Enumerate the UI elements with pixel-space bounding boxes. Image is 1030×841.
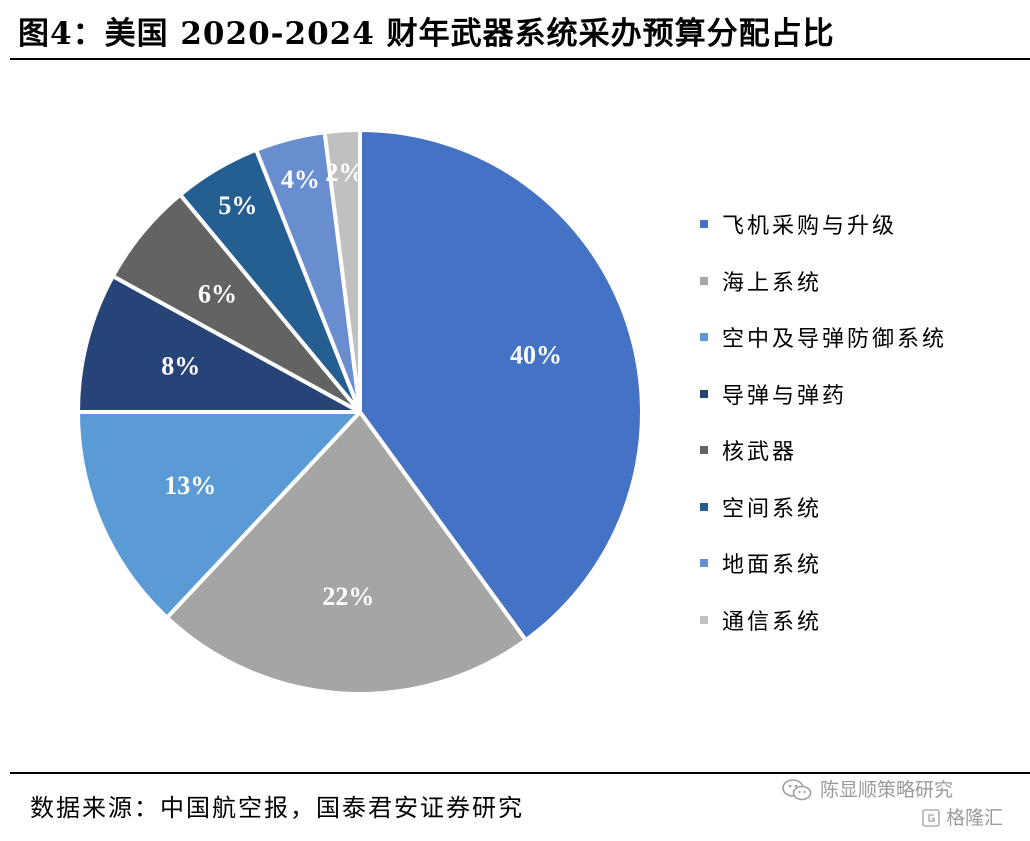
slice-value-label-2: 22% <box>322 582 374 611</box>
legend-swatch <box>700 276 708 285</box>
legend-swatch <box>700 333 708 342</box>
watermark-brand: 格隆汇 <box>946 807 1004 829</box>
slice-value-label-3: 13% <box>164 471 216 500</box>
legend-item-7: 地面系统 <box>700 535 947 592</box>
slice-value-label-5: 6% <box>198 280 237 309</box>
title-rule <box>10 58 1030 60</box>
legend-label: 核武器 <box>722 440 798 466</box>
watermark-account-name: 陈显顺策略研究 <box>820 778 954 801</box>
slice-value-label-4: 8% <box>161 351 200 380</box>
legend-label: 海上系统 <box>722 270 823 296</box>
pie-slice-3 <box>76 410 362 620</box>
slice-value-label-1: 40% <box>510 340 562 369</box>
wechat-icon <box>782 779 812 801</box>
legend-label: 飞机采购与升级 <box>722 214 898 240</box>
legend-swatch <box>700 220 708 229</box>
legend-swatch <box>700 389 708 398</box>
legend-item-2: 海上系统 <box>700 253 947 310</box>
legend-label: 地面系统 <box>722 553 823 579</box>
legend-item-4: 导弹与弹药 <box>700 366 947 423</box>
pie-slice-2 <box>164 410 528 696</box>
pie-slice-1 <box>358 128 644 643</box>
legend-label: 空间系统 <box>722 496 823 522</box>
legend-item-8: 通信系统 <box>700 592 947 649</box>
gelonghui-logo-icon <box>922 809 940 828</box>
legend-item-6: 空间系统 <box>700 479 947 536</box>
slice-value-label-8: 2% <box>325 158 364 187</box>
legend-swatch <box>700 502 708 511</box>
legend-label: 通信系统 <box>722 609 823 635</box>
legend-item-1: 飞机采购与升级 <box>700 196 947 253</box>
source-note: 数据来源：中国航空报，国泰君安证券研究 <box>30 794 524 822</box>
source-rule <box>10 772 1030 774</box>
legend-item-5: 核武器 <box>700 422 947 479</box>
legend-label: 空中及导弹防御系统 <box>722 327 948 353</box>
legend-item-3: 空中及导弹防御系统 <box>700 309 947 366</box>
slice-value-label-6: 5% <box>218 191 257 220</box>
watermark: 陈显顺策略研究 格隆汇 <box>782 778 1003 829</box>
pie-slice-8 <box>322 128 362 414</box>
legend-swatch <box>700 615 708 624</box>
figure-title: 图4：美国 2020-2024 财年武器系统采办预算分配占比 <box>18 16 835 52</box>
legend-swatch <box>700 559 708 568</box>
pie-slice-4 <box>76 274 362 414</box>
chart-legend: 飞机采购与升级 海上系统空中及导弹防御系统 导弹与弹药核武器空间系统地面系统通信系统 <box>700 196 947 648</box>
legend-label: 导弹与弹药 <box>722 383 848 409</box>
legend-swatch <box>700 446 708 455</box>
slice-value-label-7: 4% <box>281 165 320 194</box>
